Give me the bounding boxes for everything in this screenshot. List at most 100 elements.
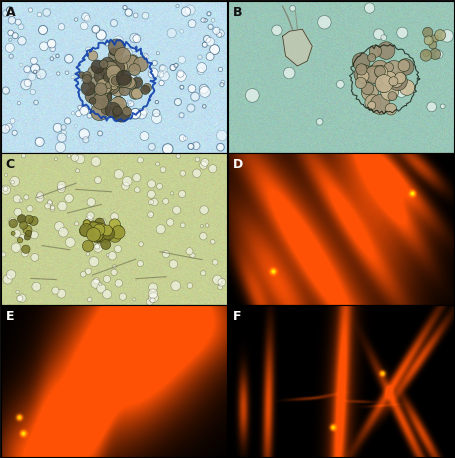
Circle shape: [316, 119, 323, 125]
Circle shape: [95, 83, 107, 95]
Text: F: F: [233, 310, 241, 323]
Circle shape: [81, 13, 90, 21]
Circle shape: [40, 42, 48, 51]
Circle shape: [192, 142, 200, 150]
Circle shape: [173, 206, 181, 214]
Circle shape: [136, 109, 147, 119]
Circle shape: [398, 60, 410, 71]
Circle shape: [76, 111, 82, 117]
Circle shape: [179, 191, 186, 197]
Circle shape: [102, 227, 115, 240]
Circle shape: [95, 244, 100, 249]
Circle shape: [91, 60, 104, 73]
Circle shape: [89, 98, 96, 104]
Circle shape: [80, 107, 88, 115]
Circle shape: [131, 46, 136, 52]
Circle shape: [17, 215, 26, 224]
Circle shape: [88, 221, 98, 232]
Circle shape: [90, 229, 102, 242]
Circle shape: [212, 275, 222, 284]
Circle shape: [336, 81, 344, 88]
Circle shape: [11, 243, 21, 252]
Circle shape: [36, 194, 44, 202]
Circle shape: [430, 49, 440, 60]
Circle shape: [61, 130, 66, 136]
Circle shape: [25, 234, 30, 240]
Circle shape: [202, 42, 207, 47]
Circle shape: [8, 16, 15, 24]
Circle shape: [21, 250, 29, 257]
Circle shape: [167, 28, 177, 38]
Circle shape: [3, 186, 8, 191]
Circle shape: [372, 60, 389, 77]
Circle shape: [99, 77, 116, 94]
Circle shape: [362, 82, 374, 95]
Circle shape: [111, 76, 120, 85]
Circle shape: [88, 51, 98, 61]
Circle shape: [106, 253, 110, 257]
Circle shape: [156, 52, 159, 55]
Circle shape: [182, 7, 191, 16]
Circle shape: [356, 64, 367, 75]
Circle shape: [435, 30, 445, 41]
Circle shape: [106, 73, 118, 85]
Circle shape: [12, 130, 17, 136]
Circle shape: [112, 77, 119, 83]
Circle shape: [34, 70, 37, 73]
Circle shape: [94, 67, 111, 85]
Circle shape: [111, 20, 117, 27]
Circle shape: [384, 60, 404, 79]
Circle shape: [171, 281, 181, 291]
Circle shape: [109, 229, 121, 242]
Circle shape: [87, 297, 92, 302]
Text: C: C: [6, 158, 15, 171]
Circle shape: [155, 100, 158, 104]
Circle shape: [113, 265, 116, 268]
Circle shape: [95, 218, 105, 228]
Circle shape: [96, 79, 111, 94]
Circle shape: [14, 208, 22, 216]
Circle shape: [17, 295, 23, 302]
Circle shape: [57, 289, 66, 298]
Polygon shape: [283, 29, 312, 66]
Circle shape: [95, 177, 101, 184]
Circle shape: [380, 82, 399, 101]
Circle shape: [81, 272, 86, 277]
Circle shape: [133, 60, 137, 64]
Circle shape: [51, 205, 55, 210]
Circle shape: [176, 5, 179, 8]
Circle shape: [203, 36, 211, 43]
Circle shape: [190, 253, 195, 258]
Circle shape: [441, 30, 453, 42]
Circle shape: [377, 78, 390, 91]
Circle shape: [106, 65, 121, 81]
Circle shape: [9, 54, 13, 59]
Circle shape: [79, 129, 89, 139]
Circle shape: [141, 85, 150, 94]
Circle shape: [152, 109, 160, 117]
Circle shape: [113, 36, 123, 47]
Circle shape: [217, 143, 224, 151]
Circle shape: [119, 85, 130, 96]
Circle shape: [218, 285, 222, 289]
Circle shape: [108, 60, 125, 76]
Circle shape: [159, 65, 165, 71]
Circle shape: [87, 113, 92, 118]
Circle shape: [379, 76, 388, 83]
Circle shape: [30, 57, 37, 64]
Circle shape: [368, 54, 376, 62]
Circle shape: [217, 32, 222, 38]
Circle shape: [179, 113, 184, 118]
Circle shape: [440, 104, 445, 109]
Circle shape: [81, 75, 89, 83]
Circle shape: [385, 104, 397, 115]
Circle shape: [207, 12, 211, 16]
Circle shape: [24, 195, 29, 200]
Circle shape: [157, 183, 162, 189]
Circle shape: [103, 72, 112, 82]
Circle shape: [159, 81, 164, 86]
Circle shape: [246, 88, 259, 102]
Circle shape: [102, 234, 110, 241]
Circle shape: [119, 293, 126, 300]
Circle shape: [199, 84, 208, 93]
